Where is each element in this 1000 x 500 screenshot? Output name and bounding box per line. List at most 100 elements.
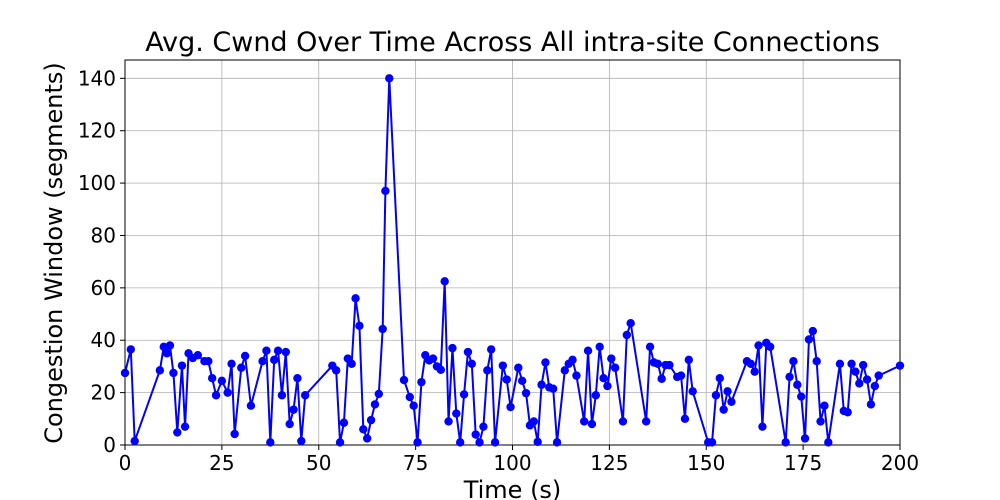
data-point bbox=[793, 380, 802, 389]
x-tick-label: 0 bbox=[119, 451, 132, 475]
x-tick-label: 100 bbox=[493, 451, 531, 475]
data-point bbox=[816, 417, 825, 426]
chart-title: Avg. Cwnd Over Time Across All intra-sit… bbox=[145, 27, 880, 58]
y-tick-label: 60 bbox=[91, 276, 116, 300]
x-tick-label: 75 bbox=[403, 451, 428, 475]
data-point bbox=[370, 400, 380, 409]
data-point bbox=[237, 363, 246, 372]
data-point bbox=[339, 418, 349, 427]
data-point bbox=[381, 186, 390, 196]
data-point bbox=[405, 392, 415, 402]
data-point bbox=[514, 363, 523, 372]
x-tick-label: 200 bbox=[881, 451, 919, 475]
data-point bbox=[448, 343, 457, 353]
data-point bbox=[351, 294, 360, 303]
data-point bbox=[750, 367, 759, 376]
data-point bbox=[560, 366, 570, 375]
data-point bbox=[789, 356, 798, 366]
x-tick-label: 25 bbox=[209, 451, 234, 475]
data-point bbox=[362, 434, 372, 443]
data-point bbox=[595, 342, 604, 351]
data-point bbox=[800, 434, 810, 443]
data-point bbox=[758, 422, 767, 431]
data-point bbox=[641, 417, 651, 426]
data-point bbox=[277, 391, 287, 400]
data-point bbox=[521, 388, 531, 398]
data-point bbox=[240, 351, 250, 361]
data-point bbox=[444, 417, 453, 426]
data-point bbox=[808, 326, 818, 336]
data-point bbox=[266, 438, 275, 447]
data-point bbox=[155, 366, 165, 375]
y-tick-label: 40 bbox=[91, 328, 116, 352]
data-point bbox=[812, 356, 821, 366]
data-point bbox=[680, 414, 690, 424]
data-point bbox=[610, 363, 620, 372]
data-point bbox=[483, 366, 492, 375]
data-point bbox=[711, 391, 721, 400]
data-point bbox=[541, 358, 550, 367]
data-point bbox=[645, 342, 655, 351]
data-point bbox=[486, 345, 496, 354]
data-point bbox=[552, 438, 562, 447]
data-point bbox=[804, 335, 814, 344]
data-point bbox=[684, 355, 694, 365]
data-point bbox=[548, 384, 558, 393]
data-point bbox=[579, 417, 589, 426]
data-point bbox=[572, 371, 581, 380]
x-axis-label: Time (s) bbox=[463, 476, 562, 500]
data-point bbox=[723, 387, 732, 396]
data-point bbox=[374, 389, 384, 399]
y-axis-label: Congestion Window (segments) bbox=[40, 62, 68, 444]
data-point bbox=[246, 401, 256, 410]
data-point bbox=[498, 361, 508, 370]
data-point bbox=[533, 437, 542, 447]
data-point bbox=[855, 379, 864, 388]
grid-lines bbox=[124, 60, 901, 446]
series-cwnd bbox=[120, 74, 905, 447]
data-point bbox=[162, 349, 172, 358]
data-point bbox=[490, 438, 500, 447]
data-point bbox=[479, 422, 488, 431]
data-point bbox=[436, 365, 446, 375]
data-point bbox=[785, 372, 794, 382]
data-point bbox=[281, 347, 291, 357]
data-point bbox=[227, 359, 236, 369]
x-tick-label: 50 bbox=[306, 451, 331, 475]
data-point bbox=[591, 391, 601, 400]
data-point bbox=[273, 346, 283, 355]
data-point bbox=[607, 354, 616, 363]
data-point bbox=[347, 359, 356, 369]
data-point bbox=[452, 409, 461, 418]
data-point bbox=[866, 400, 876, 409]
data-point bbox=[781, 438, 790, 447]
data-point bbox=[173, 428, 182, 437]
data-point bbox=[765, 342, 775, 351]
data-point bbox=[599, 374, 608, 383]
data-point bbox=[583, 346, 593, 355]
data-point bbox=[193, 350, 203, 360]
data-point bbox=[626, 319, 635, 328]
data-point bbox=[428, 354, 438, 363]
data-point bbox=[300, 391, 310, 400]
y-tick-label: 80 bbox=[91, 223, 116, 247]
data-point bbox=[177, 361, 187, 370]
data-point bbox=[603, 381, 612, 391]
data-point bbox=[858, 360, 868, 370]
data-point bbox=[862, 375, 872, 384]
data-point bbox=[335, 438, 345, 447]
data-point bbox=[399, 375, 409, 385]
data-point bbox=[835, 359, 845, 369]
data-point bbox=[676, 371, 686, 380]
data-point bbox=[207, 374, 217, 383]
data-point bbox=[502, 375, 511, 384]
data-point bbox=[537, 380, 546, 389]
data-point bbox=[824, 438, 833, 447]
data-point bbox=[754, 341, 763, 350]
data-point bbox=[618, 417, 628, 426]
data-point bbox=[870, 381, 880, 391]
data-point bbox=[746, 359, 756, 369]
data-point bbox=[180, 422, 190, 431]
